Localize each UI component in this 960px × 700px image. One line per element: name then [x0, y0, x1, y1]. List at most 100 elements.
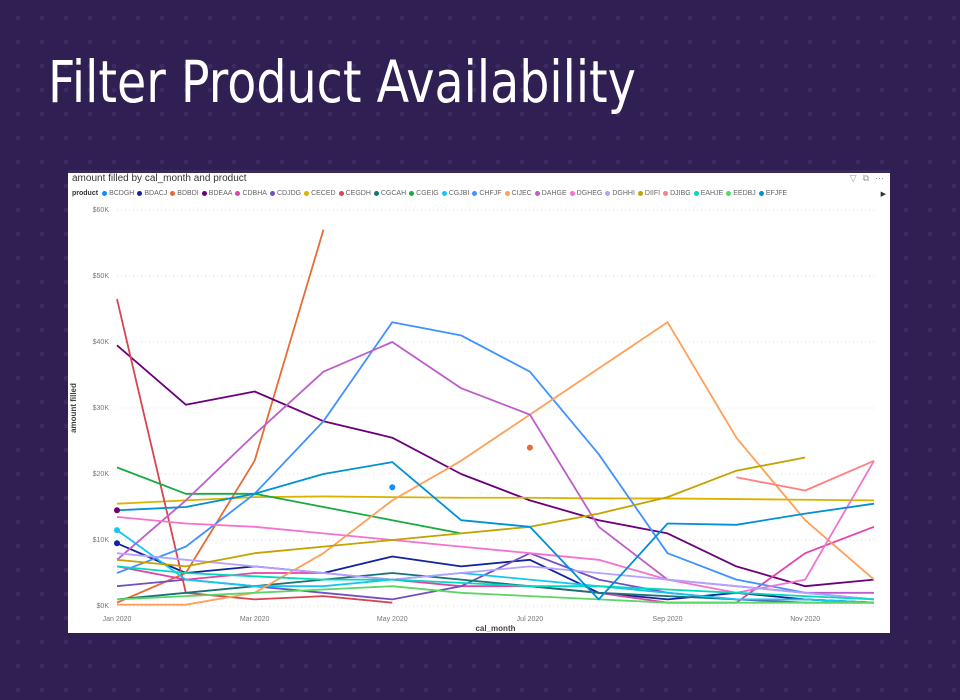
legend-label: DIIFI	[644, 190, 661, 197]
series-line-dghhi	[116, 552, 875, 601]
legend-item[interactable]: CDJDG	[269, 190, 302, 197]
legend-item[interactable]: EAHJE	[693, 190, 724, 197]
series-line-diifi	[116, 456, 806, 568]
series-line-eahje	[116, 565, 875, 601]
legend-dot-icon	[758, 191, 764, 196]
legend-label: CHFJF	[479, 190, 502, 197]
series-line-efjfe	[116, 461, 875, 601]
y-tick-label: $0K	[97, 603, 110, 610]
legend-label: EFJFE	[765, 190, 788, 197]
legend-dot-icon	[569, 191, 575, 196]
data-point-bdbdi	[526, 444, 533, 451]
legend-dot-icon	[338, 191, 344, 196]
legend-item[interactable]: DIIFI	[637, 190, 661, 197]
series-line-cijec	[117, 321, 875, 606]
series-line-bdbdi	[116, 229, 325, 604]
legend-dot-icon	[441, 191, 447, 196]
legend-label: EAHJE	[700, 190, 724, 197]
data-point-bcdgh	[389, 484, 396, 491]
legend-dot-icon	[269, 191, 275, 196]
legend-item[interactable]: CGJBI	[441, 190, 470, 197]
filter-icon[interactable]: ▽	[849, 173, 857, 183]
series-line-dgheg	[116, 460, 875, 594]
legend-label: CECED	[311, 190, 336, 197]
legend-item[interactable]: CGCAH	[373, 190, 407, 197]
legend-label: DAHGE	[541, 190, 567, 197]
data-point-bdacj	[114, 540, 120, 547]
x-axis-title: cal_month	[475, 624, 515, 633]
y-tick-label: $60K	[93, 207, 110, 214]
more-options-icon[interactable]: ⋯	[875, 173, 884, 183]
legend-item[interactable]: CEGDH	[338, 190, 371, 197]
legend-item[interactable]: BDACJ	[137, 190, 167, 197]
legend-item[interactable]: EEDBJ	[726, 190, 756, 197]
legend-dot-icon	[409, 191, 415, 196]
legend-item[interactable]: DGHEG	[569, 190, 603, 197]
legend-label: BCDGH	[109, 190, 135, 197]
legend-label: CEGDH	[345, 190, 371, 197]
legend-dot-icon	[170, 191, 176, 196]
legend-dot-icon	[472, 191, 478, 196]
legend-item[interactable]: CECED	[304, 190, 336, 197]
legend-item[interactable]: DGHHI	[605, 190, 635, 197]
legend-dot-icon	[102, 191, 108, 196]
y-tick-label: $30K	[93, 405, 110, 412]
legend-item[interactable]: CIJEC	[504, 190, 532, 197]
series-line-cegdh	[116, 298, 393, 604]
legend-label: CDBHA	[242, 190, 267, 197]
series-line-cgeig	[116, 466, 462, 535]
x-tick-label: Jul 2020	[517, 616, 544, 623]
x-tick-label: Sep 2020	[653, 616, 683, 623]
x-tick-label: May 2020	[377, 616, 408, 623]
x-tick-label: Jan 2020	[103, 616, 132, 623]
chart-title: amount filled by cal_month and product	[72, 173, 247, 184]
legend-next-arrow-icon[interactable]: ▶	[880, 191, 886, 198]
legend-label: CGCAH	[380, 190, 407, 197]
legend-dot-icon	[605, 191, 611, 196]
legend-item[interactable]: BDEAA	[201, 190, 232, 197]
legend-item[interactable]: BDBDI	[170, 190, 199, 197]
y-tick-label: $50K	[93, 273, 110, 280]
x-tick-label: Nov 2020	[790, 616, 820, 623]
legend-dot-icon	[504, 191, 510, 196]
legend-label: DGHEG	[576, 190, 603, 197]
legend-dot-icon	[693, 191, 699, 196]
y-tick-label: $40K	[93, 339, 110, 346]
chart-card[interactable]: amount filled by cal_month and product ▽…	[68, 170, 890, 633]
legend-label: DGHHI	[612, 190, 635, 197]
legend-label: DJIBG	[670, 190, 691, 197]
legend-item[interactable]: CHFJF	[472, 190, 502, 197]
series-line-cdbha	[116, 525, 875, 604]
legend: product BCDGH BDACJ BDBDI BDEAA CDBHA CDJDG CE…	[72, 190, 862, 197]
legend-label: CDJDG	[276, 190, 302, 197]
legend-dot-icon	[637, 191, 643, 196]
legend-dot-icon	[304, 191, 310, 196]
legend-item[interactable]: DAHGE	[534, 190, 567, 197]
legend-title: product	[72, 190, 99, 197]
series-line-djibg	[736, 459, 875, 492]
legend-label: CIJEC	[511, 190, 532, 197]
legend-label: CGJBI	[448, 190, 470, 197]
legend-label: BDBDI	[177, 190, 199, 197]
line-chart: $0K $10K $20K $30K $40K $50K $60K Jan 2020 Mar 2…	[69, 207, 875, 633]
card-top-border	[68, 170, 890, 173]
legend-dot-icon	[235, 191, 241, 196]
y-axis-title: amount filled	[69, 383, 78, 433]
legend-item[interactable]: CDBHA	[235, 190, 267, 197]
series-line-bdeaa	[116, 344, 875, 588]
data-point-bdeaa	[114, 507, 120, 514]
series-line-eedbj	[116, 585, 874, 604]
legend-dot-icon	[534, 191, 540, 196]
legend-dot-icon	[726, 191, 732, 196]
legend-label: BDACJ	[144, 190, 168, 197]
focus-mode-icon[interactable]: ⧉	[862, 173, 869, 183]
legend-item[interactable]: CGEIG	[409, 190, 439, 197]
legend-label: CGEIG	[416, 190, 439, 197]
legend-item[interactable]: EFJFE	[758, 190, 788, 197]
series-line-cgjbi	[116, 529, 875, 604]
legend-item[interactable]: DJIBG	[663, 190, 691, 197]
legend-item[interactable]: BCDGH	[102, 190, 134, 197]
legend-label: EEDBJ	[733, 190, 756, 197]
legend-dot-icon	[137, 191, 143, 196]
legend-dot-icon	[663, 191, 669, 196]
